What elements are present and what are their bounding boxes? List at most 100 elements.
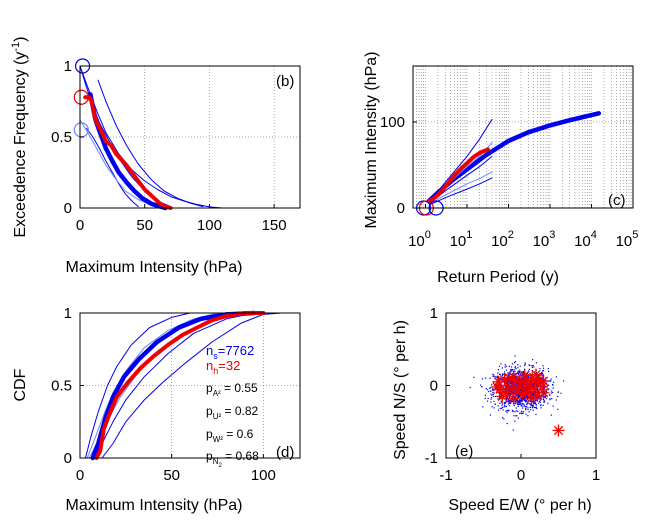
scatter-point-blue: [502, 376, 505, 379]
scatter-point-blue: [533, 402, 535, 404]
scatter-point-blue: [522, 403, 524, 405]
scatter-point-blue: [523, 398, 525, 401]
scatter-point-blue: [516, 403, 519, 405]
scatter-point-blue: [522, 412, 524, 414]
x-tick-label: 0: [76, 217, 84, 234]
panel-d-ticks: 0 50 100 0 0.5 1: [51, 305, 276, 484]
scatter-point-blue: [547, 384, 549, 386]
scatter-point-blue: [532, 364, 534, 367]
scatter-point-blue: [500, 407, 503, 409]
scatter-point-blue: [530, 406, 532, 409]
scatter-point-blue: [498, 397, 501, 399]
scatter-point-blue: [502, 387, 505, 389]
scatter-point-blue: [535, 406, 538, 408]
scatter-point-blue: [519, 373, 521, 375]
scatter-point-blue: [542, 370, 544, 372]
x-tick-label: 102: [491, 229, 514, 250]
stat-pA: pA² = 0.55: [206, 381, 258, 398]
scatter-point-blue: [491, 384, 493, 386]
panel-c-ylabel: Maximum Intensity (hPa): [363, 52, 380, 229]
stat-pN: pN2 = 0.68: [206, 449, 259, 469]
scatter-point-blue: [519, 401, 521, 403]
series-line-0: [86, 128, 139, 208]
scatter-point-blue: [522, 402, 524, 405]
scatter-point-blue: [512, 391, 514, 393]
scatter-point-blue: [514, 411, 516, 413]
scatter-point-red: [525, 392, 538, 405]
scatter-point-blue: [531, 365, 533, 367]
scatter-point-red: [518, 369, 531, 382]
scatter-point-blue: [514, 402, 516, 404]
scatter-point-blue: [536, 385, 538, 387]
scatter-point-blue: [509, 389, 511, 392]
scatter-point-blue: [519, 392, 521, 394]
scatter-point-blue: [536, 380, 538, 382]
scatter-point-blue: [551, 398, 553, 400]
scatter-point-blue: [522, 371, 525, 373]
scatter-point-blue: [513, 369, 516, 371]
scatter-point-blue: [511, 400, 513, 403]
series-line-3: [79, 65, 172, 208]
scatter-point-blue: [525, 392, 528, 395]
scatter-point-blue: [507, 372, 509, 374]
scatter-point-blue: [499, 394, 501, 396]
scatter-point-blue: [520, 399, 523, 401]
y-tick-label: 0: [64, 200, 72, 217]
scatter-point-blue: [529, 364, 531, 366]
scatter-point-blue: [482, 406, 484, 408]
scatter-point-blue: [533, 366, 535, 368]
scatter-point-blue: [490, 387, 492, 389]
scatter-point-blue: [520, 398, 522, 400]
scatter-point-blue: [527, 402, 529, 405]
panel-e-speed-scatter: -1 0 1 -1 0 1 (e) Speed E/W (° per h) Speed N…: [392, 305, 600, 514]
stat-nh: nh=32: [206, 358, 240, 376]
scatter-point-blue: [512, 410, 514, 413]
scatter-point-blue: [516, 399, 519, 401]
scatter-point-blue: [508, 401, 510, 403]
scatter-point-blue: [535, 403, 537, 406]
scatter-point-blue: [545, 393, 547, 395]
scatter-point-blue: [533, 371, 536, 373]
scatter-point-blue: [498, 373, 501, 375]
scatter-point-blue: [522, 407, 524, 409]
scatter-point-blue: [489, 387, 491, 389]
scatter-point-blue: [500, 363, 502, 365]
scatter-point-blue: [520, 397, 522, 399]
scatter-point-blue: [535, 397, 537, 399]
scatter-point-blue: [510, 382, 512, 385]
scatter-point-blue: [507, 386, 510, 389]
panel-e-ylabel: Speed N/S (° per h): [392, 320, 409, 460]
scatter-point-blue: [543, 401, 545, 403]
scatter-point-blue: [526, 406, 528, 408]
x-tick-label: 0: [76, 467, 84, 484]
scatter-point-blue: [557, 395, 559, 398]
scatter-point-blue: [538, 398, 540, 400]
scatter-point-blue: [504, 402, 506, 404]
scatter-point-blue: [544, 396, 546, 399]
scatter-point-blue: [535, 362, 538, 364]
scatter-point-blue: [490, 401, 492, 403]
scatter-point-blue: [504, 364, 506, 366]
scatter-point-blue: [547, 402, 549, 404]
panel-e-points: [469, 355, 565, 437]
scatter-point-blue: [504, 405, 506, 407]
scatter-point-blue: [533, 396, 536, 398]
scatter-point-blue: [484, 394, 486, 396]
scatter-point-blue: [515, 393, 517, 396]
series-line-5: [88, 92, 168, 211]
scatter-point-blue: [545, 382, 548, 384]
scatter-point-blue: [502, 403, 504, 405]
x-tick-label: 100: [408, 229, 431, 250]
scatter-point-blue: [518, 386, 521, 388]
series-line-0: [85, 312, 191, 459]
scatter-point-blue: [499, 396, 502, 398]
scatter-point-blue: [499, 396, 501, 398]
scatter-point-blue: [528, 368, 530, 370]
x-tick-label: 104: [574, 229, 597, 250]
scatter-point-blue: [538, 400, 541, 403]
scatter-point-blue: [536, 388, 538, 390]
scatter-point-blue: [523, 390, 525, 393]
scatter-point-blue: [560, 392, 562, 394]
y-tick-label: 0.5: [51, 129, 72, 146]
